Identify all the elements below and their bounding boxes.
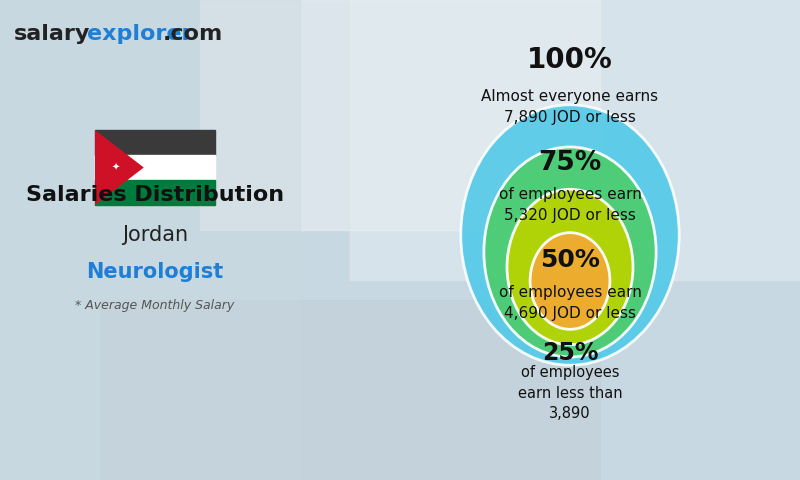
Text: 25%: 25% [542,341,598,365]
Bar [0,0,300,480]
Text: Almost everyone earns
7,890 JOD or less: Almost everyone earns 7,890 JOD or less [482,89,658,125]
Polygon shape [95,130,144,205]
Bar [95,180,215,205]
Text: of employees earn
5,320 JOD or less: of employees earn 5,320 JOD or less [498,187,642,223]
Text: Neurologist: Neurologist [86,262,224,282]
Text: 75%: 75% [538,150,602,176]
Ellipse shape [484,147,656,357]
Text: of employees
earn less than
3,890: of employees earn less than 3,890 [518,364,622,421]
Text: ✦: ✦ [112,163,120,172]
Text: .com: .com [163,24,223,44]
Text: 100%: 100% [527,46,613,74]
Text: of employees earn
4,690 JOD or less: of employees earn 4,690 JOD or less [498,285,642,321]
Bar [95,155,215,180]
Bar [100,300,600,480]
Ellipse shape [530,233,610,329]
Text: Jordan: Jordan [122,225,188,245]
Text: salary: salary [14,24,90,44]
Bar [95,130,215,155]
Text: Salaries Distribution: Salaries Distribution [26,185,284,205]
Text: 50%: 50% [540,248,600,272]
Bar [350,0,800,280]
Bar [200,0,600,230]
Text: * Average Monthly Salary: * Average Monthly Salary [75,299,234,312]
Ellipse shape [507,189,633,345]
Text: explorer: explorer [87,24,193,44]
Ellipse shape [461,105,679,365]
